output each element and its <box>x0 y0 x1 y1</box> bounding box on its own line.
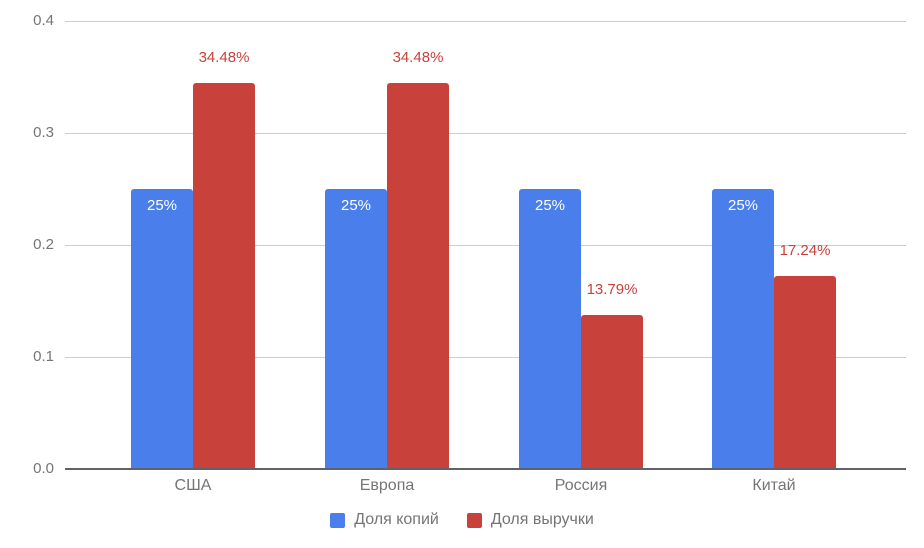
bar-data-label: 25% <box>727 197 759 214</box>
legend-label: Доля выручки <box>490 511 594 528</box>
legend-swatch-icon <box>466 512 482 528</box>
x-category-label: США <box>174 477 212 494</box>
bar-data-label: 25% <box>340 197 372 214</box>
bar-data-label: 25% <box>534 197 566 214</box>
gridline <box>65 132 906 134</box>
bar-data-label: 25% <box>146 197 178 214</box>
bar-series1-2 <box>325 189 387 469</box>
y-tick-label: 0.3 <box>33 124 54 141</box>
legend-swatch-icon <box>330 512 346 528</box>
y-tick-label: 0.1 <box>33 348 54 365</box>
x-axis-baseline <box>65 468 906 470</box>
bar-series1-1 <box>131 189 193 469</box>
gridline <box>65 356 906 358</box>
x-category-label: Китай <box>752 477 796 494</box>
legend-item-series1: Доля копий <box>330 511 439 529</box>
plot-area: 25% 34.48% 25% 34.48% 25% 13.79% 25% 17.24% <box>65 20 906 470</box>
bar-series2-1 <box>193 82 255 469</box>
bar-series2-4 <box>774 275 836 469</box>
bar-series2-2 <box>387 82 449 469</box>
gridline <box>65 244 906 246</box>
y-tick-label: 0.2 <box>33 236 54 253</box>
y-tick-label: 0.4 <box>33 12 54 29</box>
bar-series2-3 <box>581 314 643 469</box>
bar-data-label: 34.48% <box>198 48 250 66</box>
bar-data-label: 13.79% <box>586 280 638 298</box>
bar-data-label: 17.24% <box>779 241 831 259</box>
y-tick-label: 0.0 <box>33 460 54 477</box>
bar-data-label: 34.48% <box>392 48 444 66</box>
bar-series1-3 <box>519 189 581 469</box>
bar-series1-4 <box>712 189 774 469</box>
gridline <box>65 20 906 22</box>
legend-item-series2: Доля выручки <box>466 511 594 529</box>
x-category-label: Европа <box>359 477 415 494</box>
legend: Доля копий Доля выручки <box>0 511 924 529</box>
legend-label: Доля копий <box>354 511 439 528</box>
x-category-label: Россия <box>554 477 608 494</box>
